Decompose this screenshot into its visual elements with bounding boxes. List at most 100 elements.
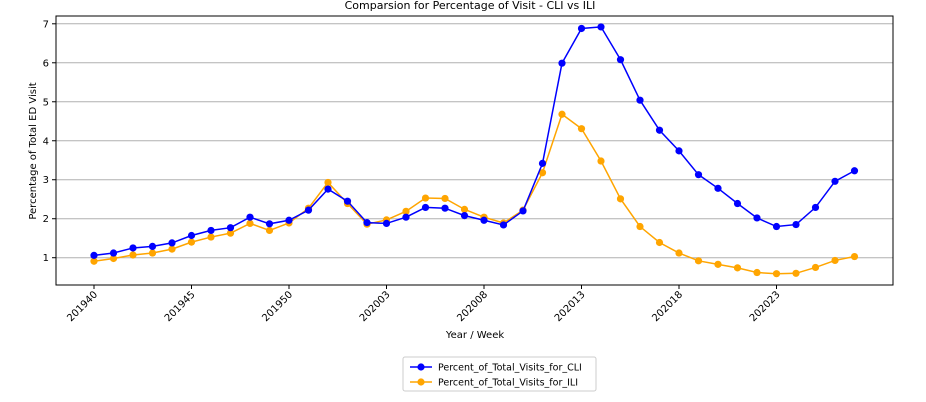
data-point — [753, 268, 761, 277]
legend-label: Percent_of_Total_Visits_for_ILI — [438, 378, 578, 389]
data-point — [850, 252, 859, 261]
legend: Percent_of_Total_Visits_for_CLI Percent_o… — [402, 356, 597, 392]
data-point — [597, 23, 605, 31]
data-point — [577, 125, 586, 133]
data-point — [616, 195, 625, 203]
x-tick-label: 201940 — [65, 289, 100, 324]
x-tick-label: 202003 — [358, 289, 393, 324]
data-point — [538, 169, 547, 177]
plot-frame — [55, 15, 894, 286]
data-point — [441, 194, 449, 203]
data-point — [460, 212, 469, 220]
data-point — [811, 203, 820, 212]
y-tick-label: 5 — [43, 97, 49, 108]
data-point — [382, 219, 391, 228]
series-layer — [90, 23, 859, 278]
data-point — [109, 249, 118, 257]
data-point — [655, 238, 664, 247]
grid-lines — [56, 23, 893, 259]
data-point — [831, 256, 839, 265]
legend-marker — [417, 378, 425, 386]
data-point — [90, 251, 98, 259]
data-point — [772, 270, 781, 278]
data-point — [558, 110, 566, 118]
legend-marker — [417, 363, 425, 371]
data-point — [753, 214, 761, 222]
data-point — [129, 251, 137, 259]
data-point — [733, 199, 742, 208]
x-tick-label: 202008 — [455, 289, 490, 324]
data-point — [187, 231, 196, 240]
data-point — [226, 229, 235, 237]
data-point — [246, 219, 254, 228]
data-point — [441, 204, 449, 212]
y-tick-label: 4 — [43, 136, 49, 147]
data-point — [226, 224, 235, 232]
data-point — [675, 249, 683, 257]
data-point — [207, 233, 215, 241]
x-axis: 201940 201945 201950 202003 202008 202013 2020… — [65, 285, 783, 324]
data-point — [636, 222, 644, 231]
data-point — [148, 249, 157, 257]
y-tick-label: 3 — [43, 175, 49, 186]
data-point — [402, 213, 410, 221]
data-point — [324, 178, 332, 187]
data-point — [714, 184, 722, 192]
y-axis: 1 2 3 4 5 6 7 — [43, 19, 56, 264]
data-point — [168, 239, 176, 247]
data-point — [207, 226, 215, 235]
x-axis-label: Year / Week — [445, 330, 505, 341]
data-point — [850, 167, 859, 175]
data-point — [402, 207, 410, 215]
data-point — [636, 96, 644, 104]
data-point — [577, 24, 586, 33]
data-point — [480, 216, 488, 224]
data-point — [714, 260, 722, 268]
data-point — [187, 238, 196, 246]
data-point — [772, 222, 781, 231]
data-point — [265, 226, 274, 235]
data-point — [792, 220, 800, 229]
data-point — [655, 126, 664, 134]
legend-box — [402, 356, 597, 392]
y-axis-label: Percentage of Total ED Visit — [28, 82, 39, 219]
data-point — [558, 59, 566, 67]
data-point — [109, 254, 118, 263]
x-tick-label: 201945 — [163, 289, 198, 324]
y-tick-label: 7 — [43, 19, 49, 30]
data-point — [304, 206, 313, 214]
x-tick-label: 201950 — [260, 289, 295, 324]
data-point — [421, 194, 430, 202]
data-point — [811, 263, 820, 272]
data-point — [499, 221, 508, 229]
data-point — [675, 147, 683, 155]
data-point — [363, 219, 371, 227]
series-line — [93, 26, 855, 257]
data-point — [265, 220, 274, 228]
data-point — [90, 257, 98, 265]
x-tick-label: 202018 — [650, 289, 685, 324]
x-tick-label: 202013 — [553, 289, 588, 324]
x-tick-label: 202023 — [748, 289, 783, 324]
series-line — [93, 113, 855, 275]
data-point — [460, 205, 469, 213]
data-point — [285, 216, 293, 224]
data-point — [597, 157, 605, 165]
data-point — [246, 213, 254, 221]
data-point — [616, 56, 625, 64]
data-point — [831, 177, 839, 185]
data-point — [694, 257, 703, 265]
data-point — [148, 242, 157, 251]
data-point — [421, 203, 430, 212]
data-point — [519, 207, 527, 215]
data-point — [168, 245, 176, 253]
data-point — [792, 269, 800, 277]
series-Percent_of_Total_Visits_for_ILI — [90, 110, 859, 278]
data-point — [324, 185, 332, 193]
y-tick-label: 2 — [43, 214, 49, 225]
data-point — [343, 197, 352, 205]
legend-label: Percent_of_Total_Visits_for_CLI — [438, 363, 582, 374]
data-point — [538, 159, 547, 167]
y-tick-label: 6 — [43, 58, 49, 69]
